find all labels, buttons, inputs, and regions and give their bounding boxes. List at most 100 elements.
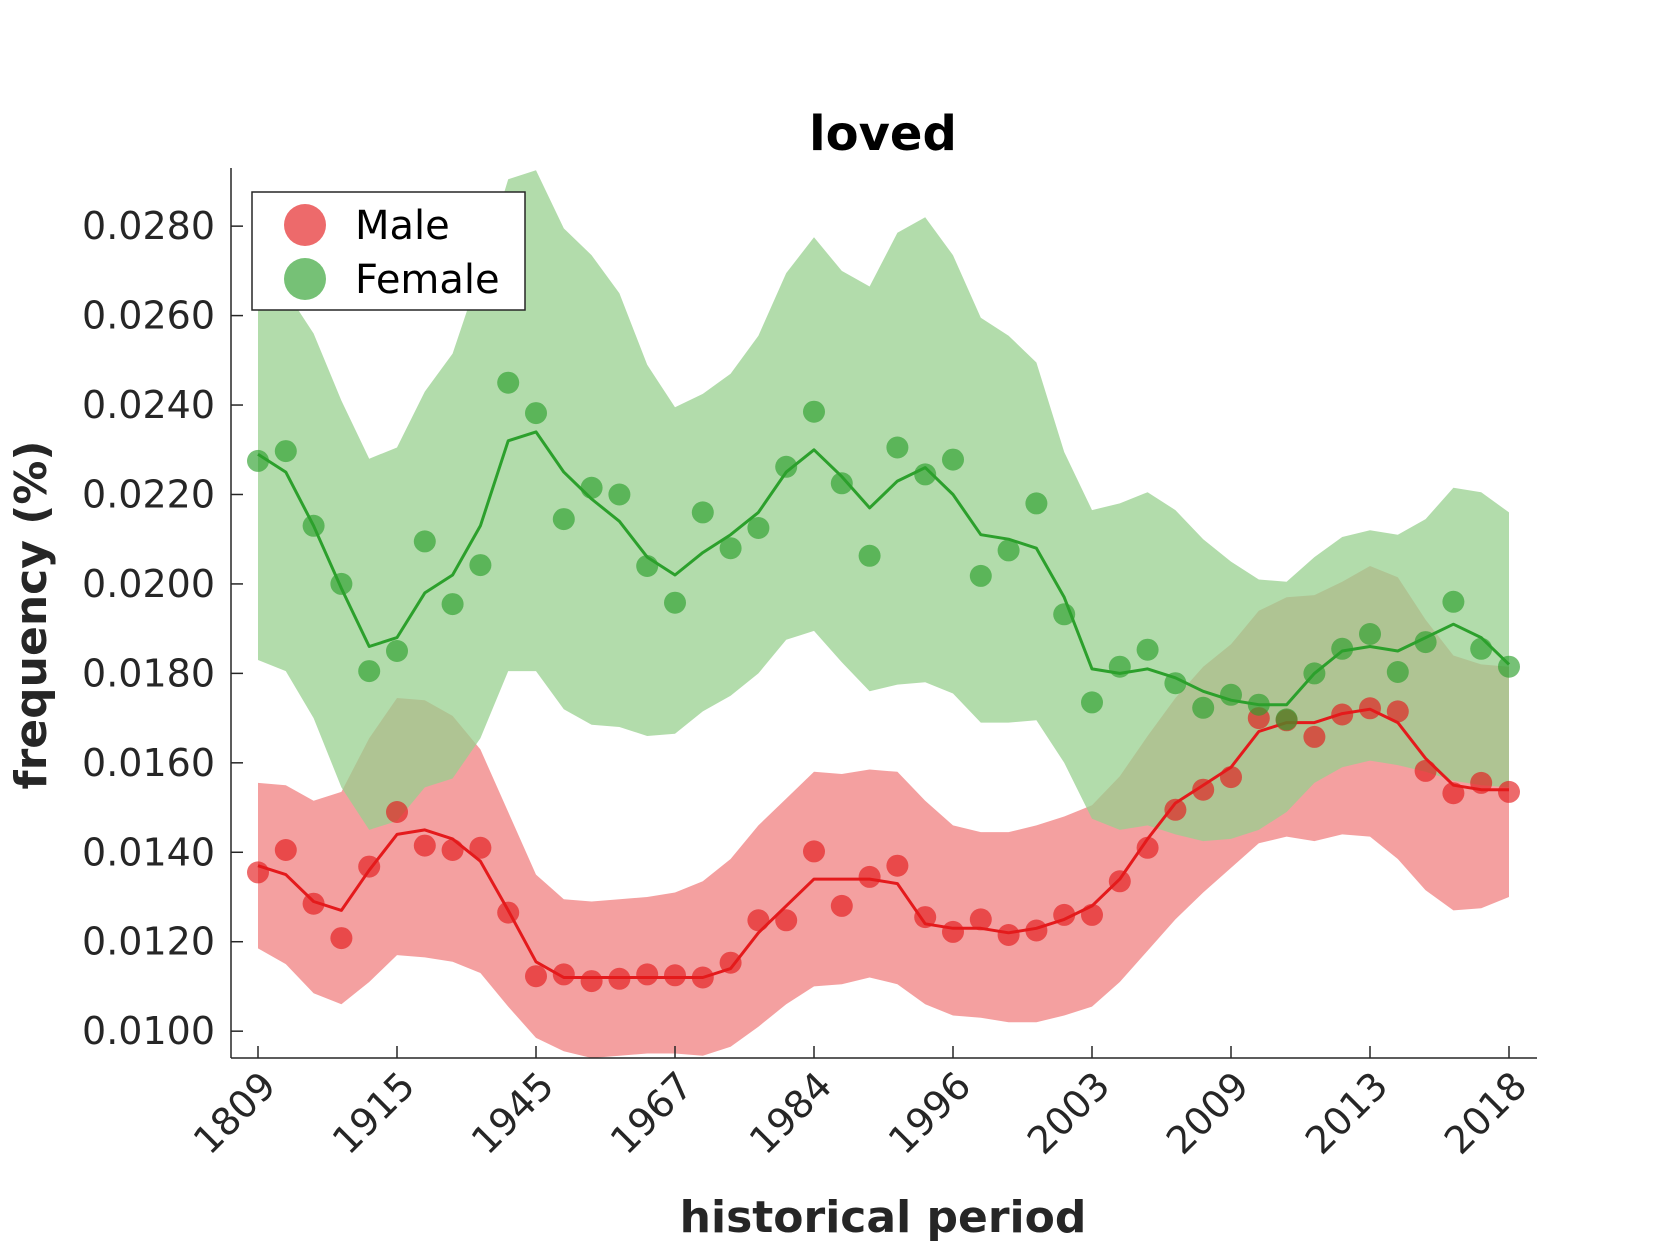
legend-marker-male <box>284 204 326 246</box>
legend-label-female: Female <box>355 257 500 303</box>
point-male <box>608 967 631 990</box>
point-male <box>358 855 381 878</box>
point-male <box>997 924 1020 946</box>
point-male <box>775 909 798 932</box>
point-male <box>1359 697 1381 720</box>
point-female <box>441 593 464 616</box>
y-tick-label: 0.0140 <box>82 830 215 874</box>
point-male <box>441 839 464 861</box>
point-male <box>302 892 325 915</box>
legend-label-male: Male <box>355 203 450 249</box>
y-tick-label: 0.0240 <box>82 383 215 427</box>
point-male <box>1108 870 1131 893</box>
point-male <box>747 909 770 932</box>
y-axis-title: frequency (%) <box>6 440 57 789</box>
legend-marker-female <box>284 258 326 300</box>
point-female <box>497 371 520 394</box>
point-female <box>1414 631 1437 654</box>
point-female <box>580 476 603 499</box>
point-female <box>469 554 492 577</box>
point-female <box>775 455 798 478</box>
point-female <box>330 572 353 595</box>
point-male <box>942 920 964 943</box>
point-female <box>1275 708 1298 731</box>
x-tick-label: 1967 <box>602 1063 702 1163</box>
point-female <box>1386 661 1409 683</box>
x-axis-title: historical period <box>680 1192 1087 1243</box>
point-male <box>719 951 742 974</box>
point-male <box>886 854 909 877</box>
point-female <box>803 400 825 423</box>
point-female <box>942 448 964 471</box>
point-male <box>525 965 547 988</box>
point-female <box>552 508 575 531</box>
point-female <box>664 591 686 614</box>
point-female <box>886 436 909 459</box>
point-female <box>1247 693 1270 716</box>
point-female <box>386 640 408 662</box>
point-male <box>1220 766 1242 789</box>
trend-line-female <box>257 430 1511 707</box>
point-female <box>1470 637 1493 660</box>
point-female <box>1053 603 1076 626</box>
point-male <box>1053 903 1076 926</box>
point-male <box>914 906 937 929</box>
x-tick-label: 2018 <box>1436 1063 1536 1163</box>
point-female <box>858 544 881 567</box>
point-female <box>274 440 297 463</box>
point-male <box>1192 778 1215 801</box>
point-female <box>358 660 381 683</box>
point-female <box>1136 638 1159 661</box>
point-male <box>858 865 881 888</box>
y-tick-label: 0.0280 <box>82 204 215 248</box>
point-male <box>1025 919 1048 942</box>
point-female <box>1164 672 1187 695</box>
point-male <box>1136 836 1159 859</box>
y-tick-label: 0.0180 <box>82 651 215 695</box>
point-female <box>969 564 992 587</box>
point-male <box>469 836 492 859</box>
point-female <box>1220 683 1242 706</box>
y-tick-label: 0.0100 <box>82 1009 215 1053</box>
point-female <box>914 463 937 486</box>
x-tick-label: 1945 <box>463 1063 563 1163</box>
point-female <box>413 530 436 553</box>
point-female <box>1108 655 1131 678</box>
point-female <box>830 472 853 495</box>
point-female <box>747 517 770 539</box>
legend: Male Female <box>251 191 526 311</box>
point-male <box>1414 759 1437 782</box>
point-male <box>1303 725 1326 748</box>
point-male <box>1470 771 1493 794</box>
point-female <box>719 537 742 560</box>
point-female <box>1081 691 1103 714</box>
x-tick-label: 1915 <box>324 1063 424 1163</box>
point-male <box>1442 782 1465 805</box>
point-female <box>302 514 325 537</box>
point-male <box>1164 798 1187 821</box>
point-male <box>803 840 825 863</box>
y-tick-label: 0.0120 <box>82 920 215 964</box>
y-tick-label: 0.0220 <box>82 472 215 516</box>
point-male <box>330 927 353 950</box>
point-female <box>1303 662 1326 685</box>
trend-lines <box>257 430 1511 979</box>
point-male <box>969 908 992 931</box>
point-male <box>664 964 686 987</box>
point-female <box>691 501 714 524</box>
point-male <box>636 963 659 986</box>
point-female <box>636 555 659 577</box>
point-male <box>413 834 436 857</box>
point-male <box>691 966 714 989</box>
x-tick-label: 1984 <box>741 1063 841 1163</box>
x-tick-label: 2013 <box>1297 1063 1397 1163</box>
point-male <box>1386 700 1409 723</box>
x-tick-label: 2003 <box>1019 1063 1119 1163</box>
point-male <box>247 861 269 884</box>
trend-line-male <box>257 707 1509 979</box>
point-female <box>1498 655 1520 678</box>
point-female <box>997 539 1020 562</box>
x-tick-label: 1996 <box>880 1063 980 1163</box>
x-tick-label: 1809 <box>185 1063 285 1163</box>
